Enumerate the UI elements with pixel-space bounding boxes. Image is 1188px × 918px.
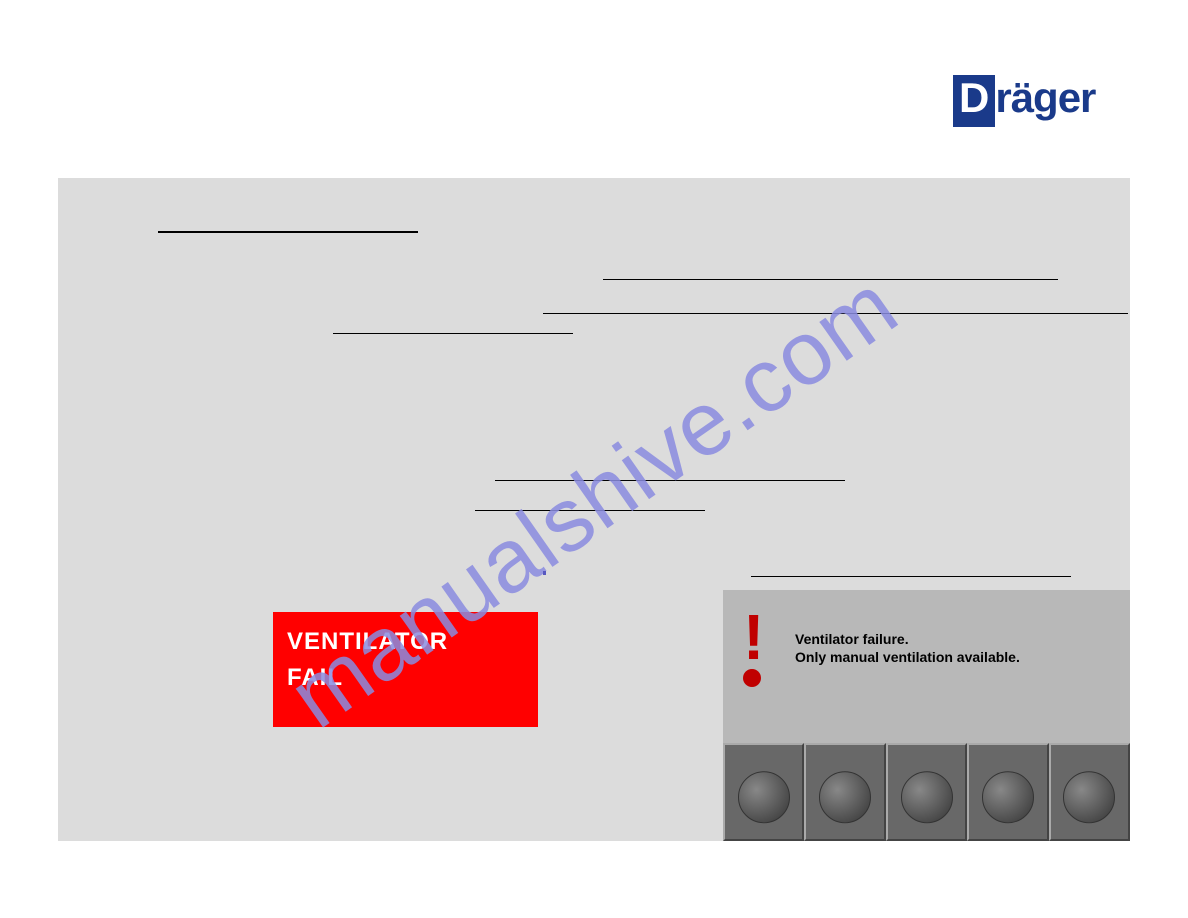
softkey-button[interactable] [967,743,1048,841]
fail-line1: VENTILATOR [287,624,524,660]
warning-icon: ! [743,612,764,687]
logo-d-block: D [953,75,995,127]
underline-3 [543,313,1128,314]
knob-icon [901,771,953,823]
warning-text: Ventilator failure. Only manual ventilat… [795,630,1020,666]
watermark-dot [543,571,546,575]
softkey-row [723,743,1130,841]
warning-line1: Ventilator failure. [795,630,1020,648]
underline-4 [333,333,573,334]
fail-line2: FAIL [287,660,524,696]
drager-logo: Dräger [953,75,1113,135]
underline-5 [495,480,845,481]
warning-line2: Only manual ventilation available. [795,648,1020,666]
softkey-button[interactable] [804,743,885,841]
slide-body: manualshive.com VENTILATOR FAIL ! Ventil… [58,178,1130,841]
softkey-button[interactable] [1049,743,1130,841]
underline-2 [603,279,1058,280]
knob-icon [1063,771,1115,823]
ventilator-fail-box: VENTILATOR FAIL [273,612,538,727]
knob-icon [819,771,871,823]
softkey-button[interactable] [723,743,804,841]
underline-7 [751,576,1071,577]
knob-icon [982,771,1034,823]
knob-icon [738,771,790,823]
logo-rest-text: räger [995,75,1095,119]
underline-6 [475,510,705,511]
underline-1 [158,231,418,233]
warning-panel: ! Ventilator failure. Only manual ventil… [723,590,1130,841]
softkey-button[interactable] [886,743,967,841]
exclamation-icon: ! [743,612,764,663]
